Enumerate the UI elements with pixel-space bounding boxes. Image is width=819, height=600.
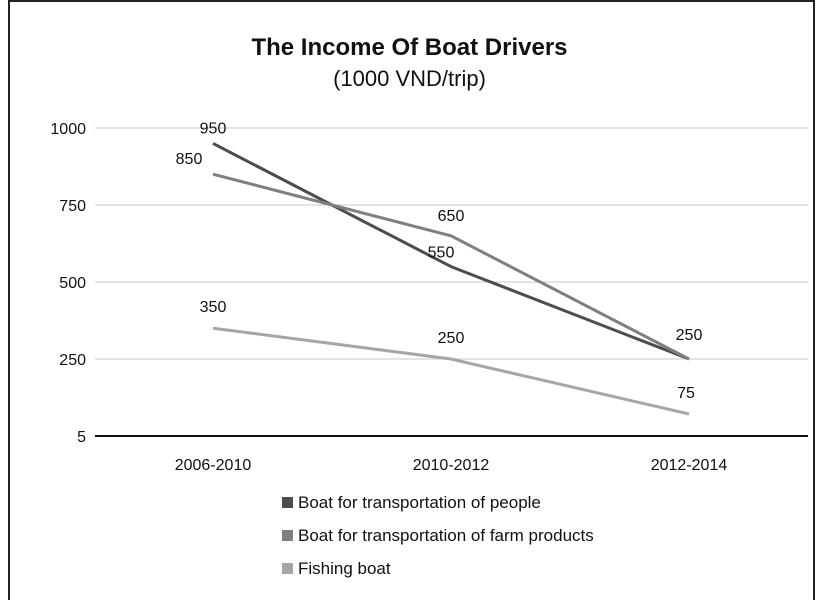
legend-item: Boat for transportation of farm products (282, 519, 594, 552)
legend-item: Boat for transportation of people (282, 486, 594, 519)
y-tick-label: 250 (59, 352, 86, 369)
chart-title: The Income Of Boat Drivers (251, 34, 568, 61)
chart-subtitle: (1000 VND/trip) (333, 66, 486, 91)
legend-swatch (282, 530, 293, 541)
data-label: 650 (438, 208, 465, 225)
x-tick-label: 2012-2014 (651, 457, 728, 474)
y-tick-label: 750 (59, 198, 86, 215)
legend-label: Fishing boat (298, 558, 391, 578)
y-tick-label: 5 (77, 429, 86, 446)
legend: Boat for transportation of people Boat fo… (282, 486, 594, 585)
legend-item: Fishing boat (282, 552, 594, 585)
data-label: 250 (438, 330, 465, 347)
data-label: 350 (200, 299, 227, 316)
y-tick-label: 500 (59, 275, 86, 292)
series-line (212, 142, 690, 361)
data-label: 250 (676, 327, 703, 344)
series-line (212, 172, 690, 361)
legend-swatch (282, 563, 293, 574)
x-tick-label: 2010-2012 (413, 457, 490, 474)
data-label: 75 (677, 385, 695, 402)
legend-swatch (282, 497, 293, 508)
data-label: 550 (428, 245, 455, 262)
x-tick-label: 2006-2010 (175, 457, 252, 474)
y-tick-label: 1000 (50, 121, 86, 138)
legend-label: Boat for transportation of people (298, 492, 541, 512)
series-line (212, 326, 690, 416)
legend-label: Boat for transportation of farm products (298, 525, 594, 545)
data-label: 850 (176, 151, 203, 168)
data-label: 950 (200, 120, 227, 137)
chart-frame (8, 0, 815, 600)
